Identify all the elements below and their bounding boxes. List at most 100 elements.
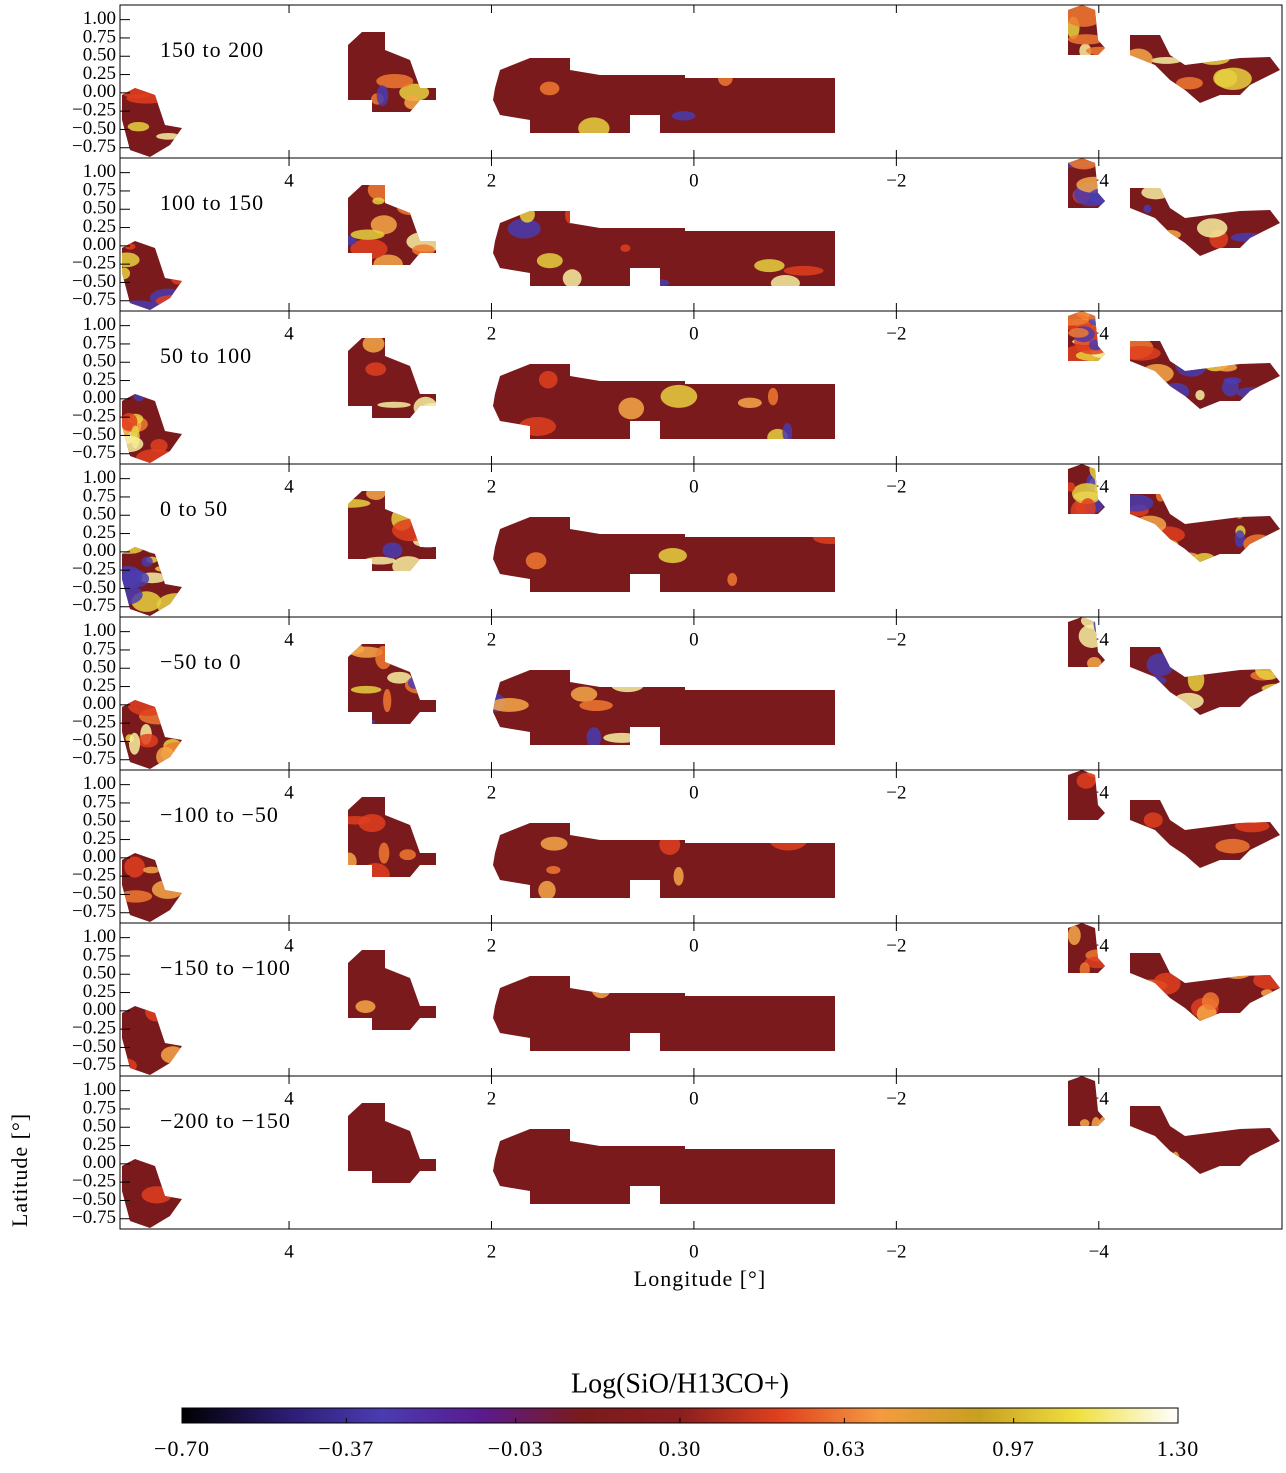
map-blob <box>673 866 684 886</box>
map-blob <box>507 218 541 239</box>
map-blob <box>341 717 376 727</box>
map-blob <box>383 688 392 713</box>
panel-frame <box>119 1075 1283 1230</box>
y-tick-label: −0.50 <box>72 271 116 292</box>
map-blob <box>1243 534 1274 554</box>
map-blob <box>603 732 640 743</box>
map-blob <box>660 384 698 408</box>
map-blob <box>1187 667 1205 692</box>
map-blob <box>1198 52 1230 65</box>
map-blob <box>783 265 824 276</box>
map-blob <box>1063 5 1104 27</box>
map-blob <box>1190 792 1201 810</box>
y-tick-label: −0.50 <box>72 730 116 751</box>
map-region <box>1068 1076 1105 1126</box>
map-blob <box>1255 659 1280 680</box>
map-blob <box>422 30 431 53</box>
panel-label: −200 to −150 <box>160 1108 291 1133</box>
map-blob <box>1080 498 1096 519</box>
map-blob <box>540 836 568 851</box>
map-blob <box>1204 800 1243 813</box>
map-blob <box>127 694 168 716</box>
map-blob <box>1223 797 1263 821</box>
x-tick-label: −2 <box>886 323 906 344</box>
map-blob <box>578 117 610 140</box>
panel: −200 to −1501.000.750.500.250.00−0.25−0.… <box>72 1075 1283 1262</box>
map-blob <box>128 732 141 755</box>
map-blob <box>412 244 435 256</box>
y-tick-label: 1.00 <box>83 314 116 335</box>
map-blob <box>1247 700 1267 715</box>
map-blob <box>387 671 412 684</box>
map-blob <box>1265 546 1280 562</box>
map-region <box>348 32 436 112</box>
x-tick-label: 4 <box>284 476 294 497</box>
map-blob <box>1234 819 1270 833</box>
y-tick-label: 0.75 <box>83 26 116 47</box>
x-tick-label: −2 <box>886 935 906 956</box>
map-blob <box>377 401 411 408</box>
map-blob <box>387 494 426 501</box>
map-region <box>1130 35 1280 103</box>
map-region <box>1130 953 1280 1021</box>
y-tick-label: 0.75 <box>83 179 116 200</box>
map-blob <box>1067 34 1105 45</box>
map-blob <box>1141 363 1174 384</box>
map-region <box>493 1129 835 1204</box>
y-tick-label: 0.25 <box>83 522 116 543</box>
map-blob <box>1098 1116 1111 1135</box>
map-blob <box>1123 48 1153 72</box>
y-tick-label: 0.25 <box>83 828 116 849</box>
map-blob <box>375 645 392 670</box>
map-region <box>493 976 835 1051</box>
map-blob <box>620 244 631 252</box>
y-tick-label: 1.00 <box>83 467 116 488</box>
map-blob <box>1095 5 1110 18</box>
map-region <box>348 644 436 724</box>
y-tick-label: −0.75 <box>72 442 116 463</box>
y-tick-label: 0.00 <box>83 81 116 102</box>
y-tick-label: −0.50 <box>72 1189 116 1210</box>
y-tick-label: 0.75 <box>83 638 116 659</box>
map-blob <box>1068 328 1089 338</box>
map-blob <box>1132 680 1162 698</box>
map-blob <box>579 700 613 712</box>
map-blob <box>158 93 196 101</box>
x-axis-label: Longitude [°] <box>634 1266 766 1291</box>
map-blob <box>170 267 185 285</box>
map-blob <box>151 879 184 899</box>
map-blob <box>718 69 733 87</box>
y-tick-label: −0.25 <box>72 1018 116 1039</box>
map-blob <box>160 1046 185 1064</box>
map-region <box>348 797 436 877</box>
y-tick-label: −0.75 <box>72 1054 116 1075</box>
map-blob <box>122 267 131 280</box>
map-blob <box>155 295 189 307</box>
map-blob <box>1234 530 1245 548</box>
x-tick-label: −2 <box>886 782 906 803</box>
panel-label: 150 to 200 <box>160 37 264 62</box>
colorbar-tick-label: 0.97 <box>992 1436 1035 1461</box>
map-blob <box>519 206 535 223</box>
map-blob <box>1196 218 1228 238</box>
map-blob <box>1138 538 1179 550</box>
x-tick-label: 4 <box>284 782 294 803</box>
x-tick-label: 4 <box>284 323 294 344</box>
map-blob <box>659 834 681 855</box>
y-tick-label: 0.00 <box>83 999 116 1020</box>
map-blob <box>1143 204 1152 214</box>
map-blob <box>339 816 371 825</box>
map-blob <box>1199 346 1224 353</box>
map-blob <box>1137 213 1146 220</box>
map-blob <box>754 259 785 273</box>
x-tick-label: 2 <box>487 170 497 191</box>
y-tick-label: 0.75 <box>83 944 116 965</box>
map-blob <box>1133 515 1167 534</box>
y-tick-label: −0.25 <box>72 1171 116 1192</box>
map-blob <box>1152 972 1181 995</box>
map-blob <box>122 435 144 453</box>
map-blob <box>155 565 178 573</box>
map-blob <box>1118 228 1150 251</box>
y-tick-label: 0.50 <box>83 1116 116 1137</box>
map-blob <box>1220 196 1250 204</box>
